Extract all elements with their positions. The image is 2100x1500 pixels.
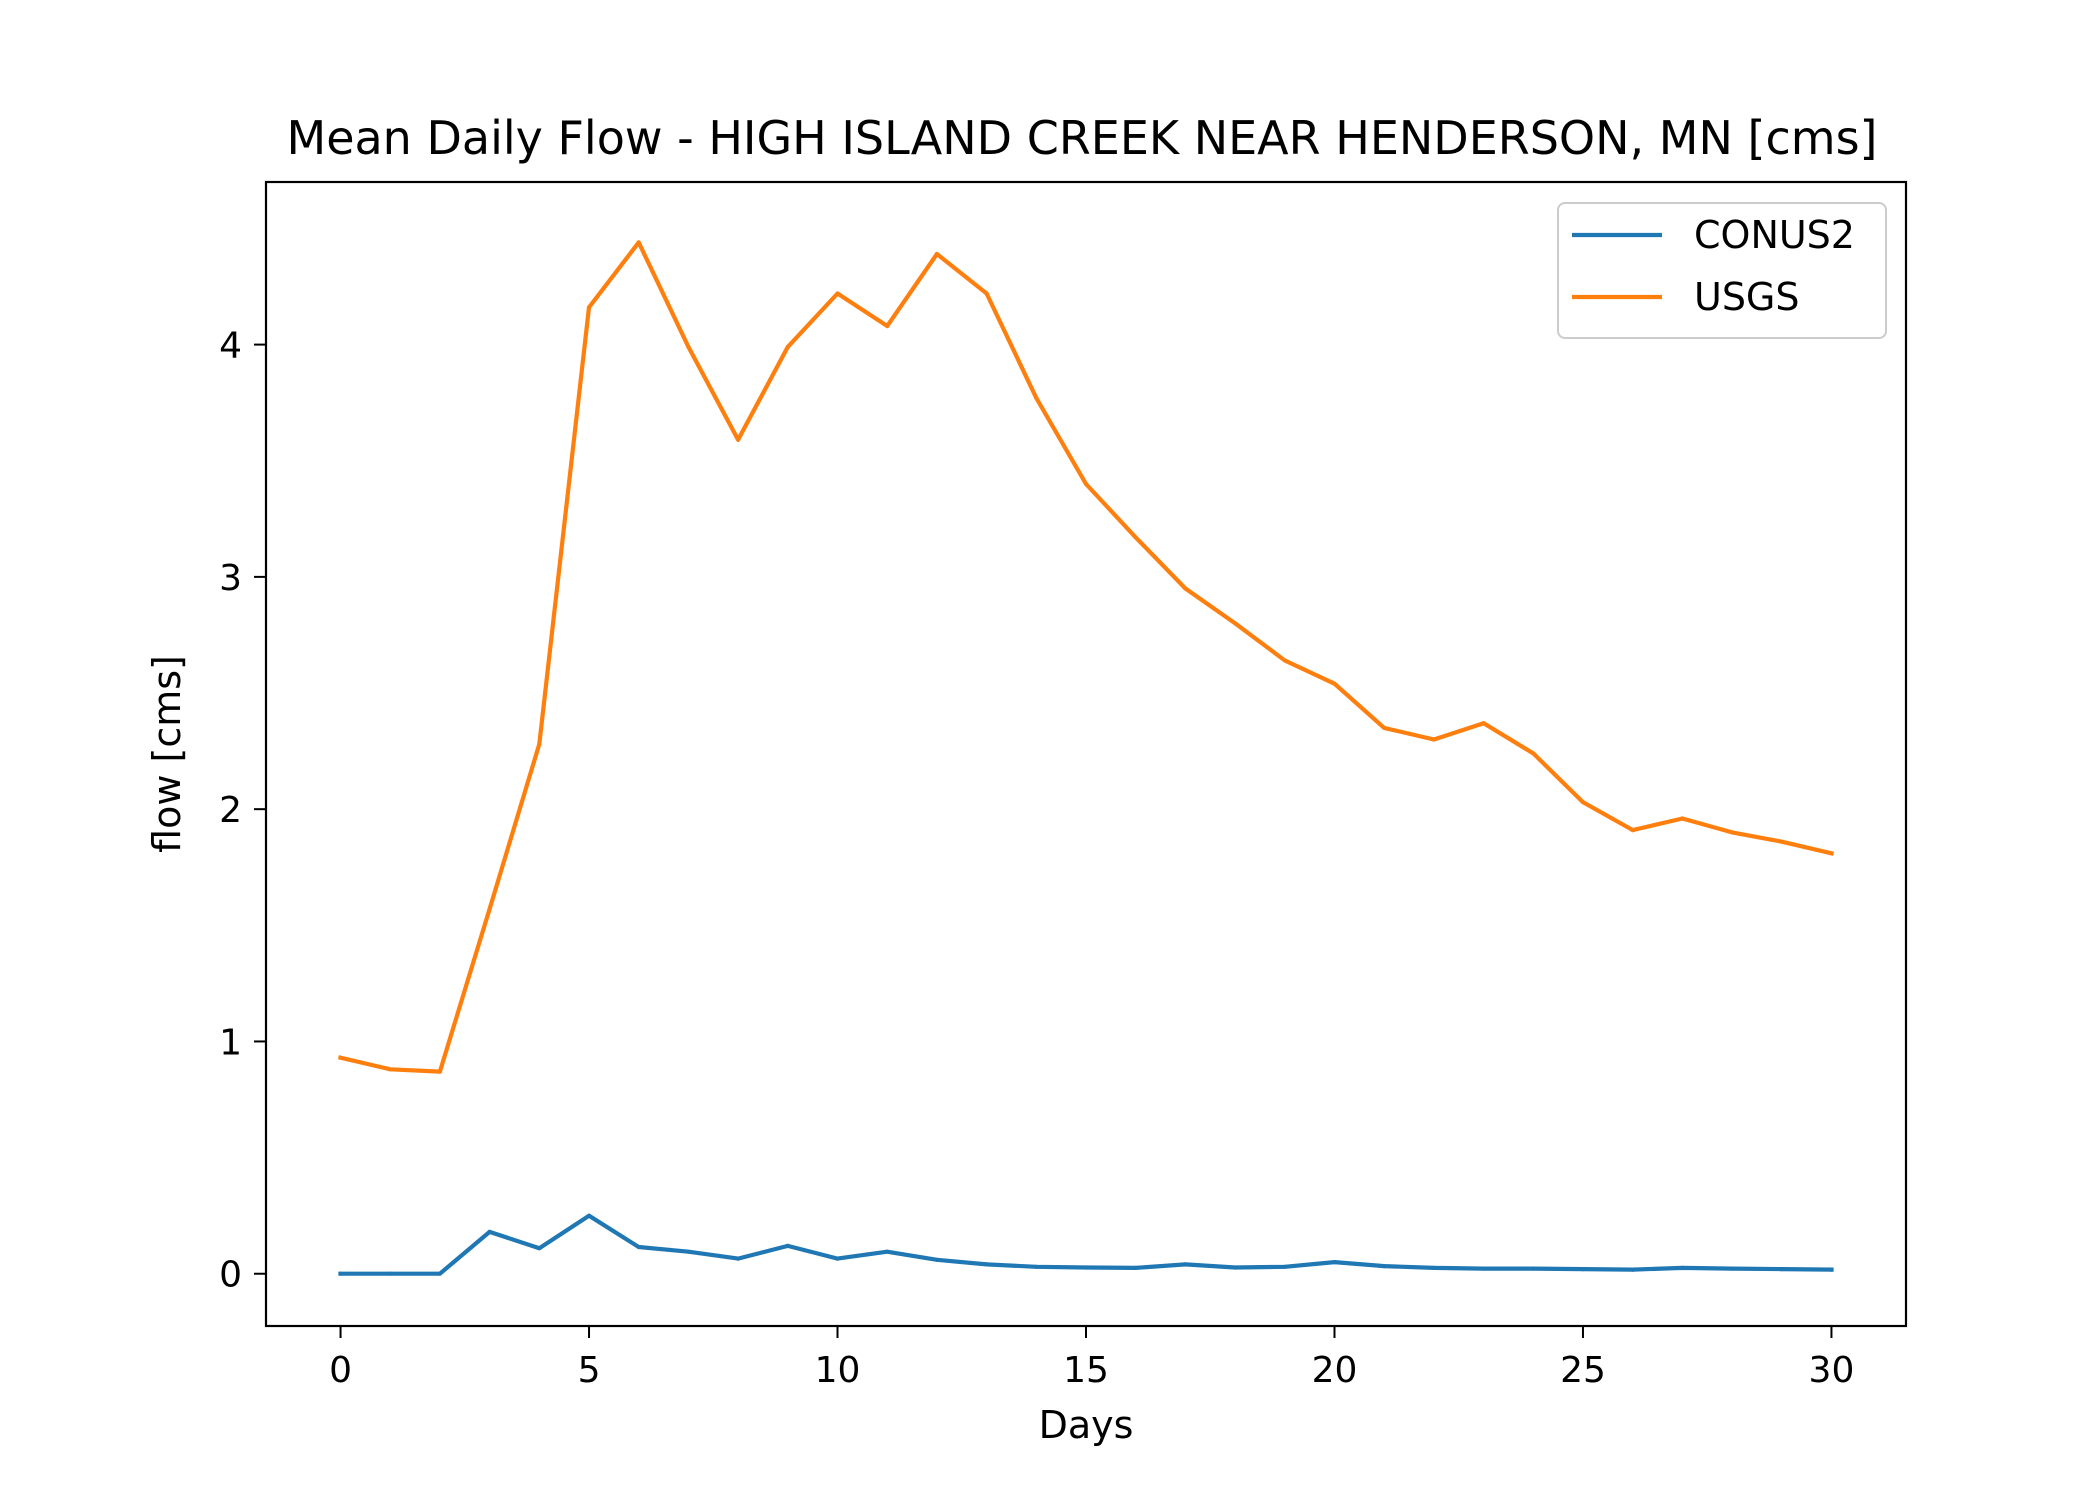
- data-point-usgs: [686, 344, 691, 349]
- y-tick-label: 3: [219, 558, 242, 599]
- data-point-conus2: [1630, 1267, 1635, 1272]
- data-point-conus2: [1382, 1264, 1387, 1269]
- data-point-usgs: [1183, 586, 1188, 591]
- x-tick-label: 15: [1063, 1350, 1109, 1391]
- data-point-usgs: [338, 1055, 343, 1060]
- data-point-conus2: [1730, 1266, 1735, 1271]
- series-points-conus2: [338, 1213, 1834, 1276]
- data-point-conus2: [437, 1271, 442, 1276]
- y-axis-label: flow [cms]: [145, 655, 189, 853]
- data-point-usgs: [1730, 830, 1735, 835]
- data-point-usgs: [785, 344, 790, 349]
- data-point-usgs: [487, 906, 492, 912]
- y-tick-label: 4: [219, 326, 242, 367]
- data-point-usgs: [537, 742, 542, 747]
- data-point-usgs: [984, 291, 989, 296]
- data-point-conus2: [1680, 1265, 1685, 1270]
- data-point-usgs: [1233, 621, 1238, 626]
- x-tick-label: 5: [578, 1350, 601, 1391]
- x-tick-label: 10: [815, 1350, 861, 1391]
- data-point-conus2: [934, 1257, 940, 1262]
- chart-title: Mean Daily Flow - HIGH ISLAND CREEK NEAR…: [287, 111, 1878, 165]
- data-point-usgs: [736, 437, 741, 442]
- legend: CONUS2 USGS: [1557, 202, 1887, 339]
- data-point-usgs: [1133, 535, 1138, 540]
- data-point-usgs: [636, 240, 641, 245]
- data-point-conus2: [736, 1256, 741, 1261]
- y-tick-label: 0: [219, 1255, 242, 1296]
- data-point-conus2: [1431, 1265, 1436, 1270]
- data-point-usgs: [1481, 721, 1486, 726]
- data-point-conus2: [1183, 1262, 1188, 1267]
- data-point-conus2: [1083, 1265, 1089, 1270]
- data-point-usgs: [835, 291, 840, 296]
- data-point-usgs: [1580, 800, 1586, 805]
- y-axis-ticks: 0 1 2 3 4: [219, 326, 266, 1296]
- data-point-conus2: [686, 1249, 691, 1254]
- data-point-usgs: [1531, 751, 1536, 756]
- data-point-usgs: [586, 305, 592, 310]
- data-point-conus2: [1481, 1266, 1486, 1271]
- data-point-conus2: [1133, 1265, 1138, 1270]
- data-point-usgs: [1083, 481, 1089, 487]
- data-point-conus2: [1829, 1267, 1834, 1272]
- data-point-conus2: [984, 1262, 989, 1267]
- data-point-conus2: [586, 1213, 592, 1218]
- x-tick-label: 25: [1560, 1350, 1606, 1391]
- x-axis-label: Days: [1039, 1403, 1134, 1447]
- data-point-conus2: [338, 1271, 343, 1276]
- data-point-usgs: [1332, 681, 1337, 686]
- data-point-usgs: [1034, 395, 1039, 401]
- data-point-usgs: [1630, 828, 1635, 833]
- legend-label-usgs: USGS: [1694, 275, 1800, 319]
- series-points-usgs: [338, 240, 1834, 1074]
- data-point-usgs: [934, 251, 940, 257]
- data-point-usgs: [437, 1069, 442, 1074]
- y-tick-label: 2: [219, 790, 242, 831]
- data-point-usgs: [1779, 839, 1784, 844]
- data-point-conus2: [1531, 1266, 1536, 1271]
- data-point-conus2: [1332, 1260, 1337, 1265]
- data-point-conus2: [1034, 1264, 1039, 1269]
- data-point-usgs: [1680, 816, 1685, 821]
- data-point-conus2: [1233, 1265, 1238, 1270]
- data-point-conus2: [1779, 1267, 1784, 1272]
- legend-label-conus2: CONUS2: [1694, 213, 1855, 257]
- data-point-usgs: [885, 323, 890, 329]
- data-point-conus2: [1282, 1264, 1287, 1269]
- x-tick-label: 0: [329, 1350, 352, 1391]
- data-point-conus2: [1580, 1267, 1586, 1272]
- data-point-conus2: [835, 1256, 840, 1261]
- data-point-conus2: [388, 1271, 393, 1276]
- x-tick-label: 20: [1312, 1350, 1358, 1391]
- data-point-conus2: [636, 1244, 641, 1250]
- data-point-usgs: [1431, 737, 1436, 742]
- y-tick-label: 1: [219, 1022, 242, 1063]
- data-point-usgs: [1282, 658, 1287, 663]
- data-point-usgs: [1829, 851, 1834, 856]
- data-point-conus2: [537, 1246, 542, 1251]
- data-point-conus2: [785, 1243, 790, 1248]
- data-point-conus2: [487, 1229, 492, 1234]
- x-tick-label: 30: [1809, 1350, 1855, 1391]
- series-layer: [337, 240, 1835, 1276]
- data-point-usgs: [388, 1067, 393, 1072]
- data-point-usgs: [1382, 725, 1387, 731]
- data-point-conus2: [885, 1249, 890, 1254]
- x-axis-ticks: 0 5 10 15 20 25 30: [329, 1326, 1854, 1391]
